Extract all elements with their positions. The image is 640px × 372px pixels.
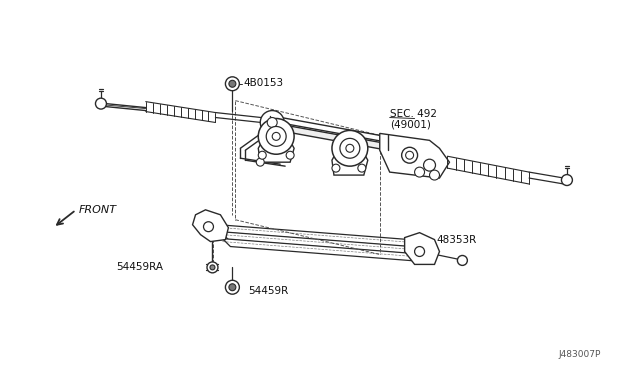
Polygon shape bbox=[270, 122, 388, 150]
Circle shape bbox=[561, 174, 572, 186]
Circle shape bbox=[95, 98, 106, 109]
Circle shape bbox=[332, 164, 340, 172]
Text: (49001): (49001) bbox=[390, 119, 431, 129]
Polygon shape bbox=[223, 238, 422, 262]
Circle shape bbox=[266, 126, 286, 146]
Circle shape bbox=[429, 170, 440, 180]
Circle shape bbox=[225, 280, 239, 294]
Circle shape bbox=[259, 151, 266, 159]
Polygon shape bbox=[220, 232, 420, 254]
Circle shape bbox=[346, 144, 354, 152]
Circle shape bbox=[259, 119, 294, 154]
Circle shape bbox=[229, 80, 236, 87]
Polygon shape bbox=[404, 232, 440, 264]
Circle shape bbox=[272, 132, 280, 140]
Circle shape bbox=[229, 284, 236, 291]
Polygon shape bbox=[259, 131, 294, 162]
Circle shape bbox=[402, 147, 417, 163]
Text: 4B0153: 4B0153 bbox=[243, 78, 284, 88]
Circle shape bbox=[204, 222, 214, 232]
Text: J483007P: J483007P bbox=[559, 350, 602, 359]
Circle shape bbox=[406, 151, 413, 159]
Circle shape bbox=[256, 158, 264, 166]
Text: 54459R: 54459R bbox=[248, 286, 289, 296]
Text: FRONT: FRONT bbox=[79, 205, 117, 215]
Polygon shape bbox=[380, 134, 449, 178]
Circle shape bbox=[458, 256, 467, 265]
Text: 48353R: 48353R bbox=[436, 235, 477, 245]
Circle shape bbox=[415, 247, 424, 256]
Circle shape bbox=[332, 131, 368, 166]
Circle shape bbox=[340, 138, 360, 158]
Polygon shape bbox=[218, 225, 417, 247]
Circle shape bbox=[210, 265, 215, 270]
Polygon shape bbox=[332, 142, 368, 175]
Circle shape bbox=[207, 262, 218, 273]
Polygon shape bbox=[193, 210, 228, 241]
Circle shape bbox=[415, 167, 424, 177]
Circle shape bbox=[358, 164, 366, 172]
Text: SEC. 492: SEC. 492 bbox=[390, 109, 436, 119]
Circle shape bbox=[424, 159, 435, 171]
Circle shape bbox=[260, 110, 284, 134]
Circle shape bbox=[286, 151, 294, 159]
Text: 54459RA: 54459RA bbox=[116, 262, 163, 272]
Circle shape bbox=[225, 77, 239, 91]
Polygon shape bbox=[270, 116, 388, 142]
Circle shape bbox=[268, 118, 277, 128]
